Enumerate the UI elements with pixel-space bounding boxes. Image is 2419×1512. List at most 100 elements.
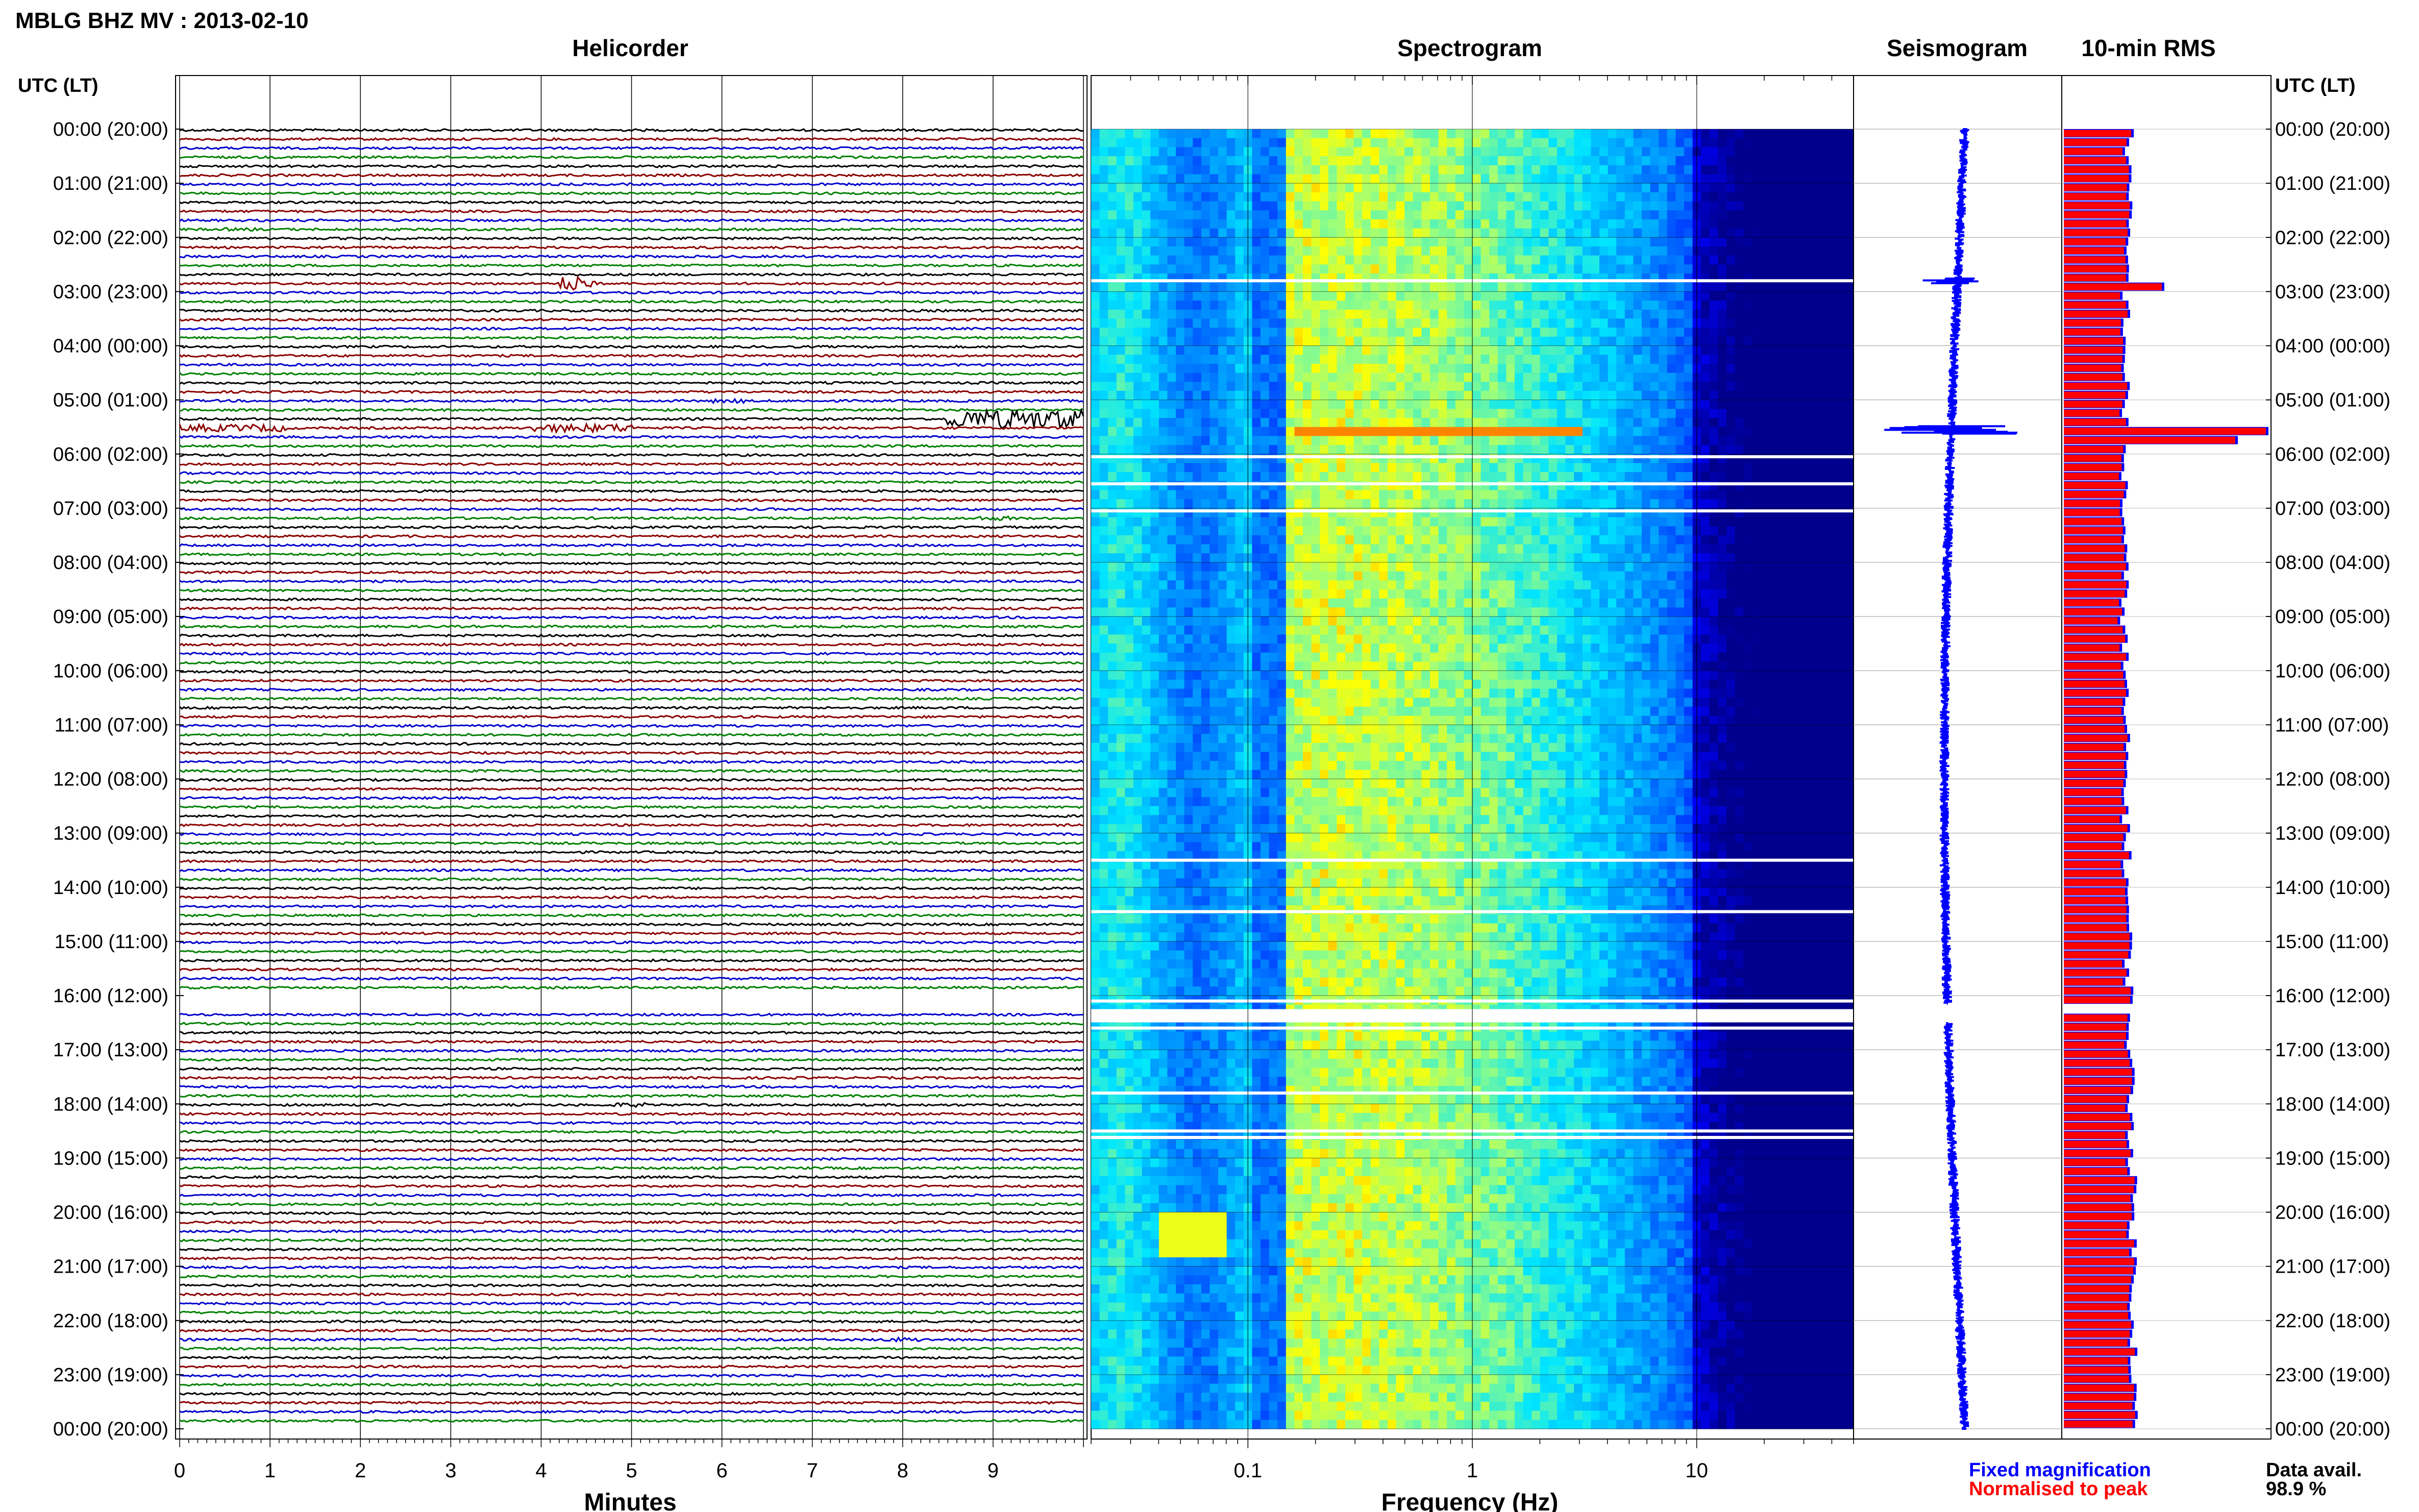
spectrogram-cell — [1176, 156, 1185, 166]
spectrogram-cell — [1158, 580, 1168, 590]
spectrogram-cell — [1320, 355, 1329, 364]
spectrogram-cell — [1362, 363, 1371, 374]
spectrogram-cell — [1116, 571, 1125, 581]
spectrogram-cell — [1718, 427, 1727, 436]
spectrogram-cell — [1489, 237, 1498, 247]
spectrogram-cell — [1193, 264, 1202, 274]
spectrogram-cell — [1277, 535, 1287, 545]
spectrogram-cell — [1786, 237, 1795, 247]
spectrogram-cell — [1599, 382, 1609, 391]
spectrogram-cell — [1158, 562, 1168, 572]
spectrogram-cell — [1133, 201, 1143, 211]
spectrogram-cell — [1591, 544, 1600, 554]
spectrogram-cell — [1565, 517, 1574, 527]
spectrogram-cell — [1803, 382, 1812, 391]
spectrogram-cell — [1743, 237, 1752, 247]
spectrogram-cell — [1201, 589, 1210, 599]
spectrogram-cell — [1286, 156, 1295, 166]
spectrogram-cell — [1396, 174, 1405, 184]
spectrogram-cell — [1557, 418, 1566, 428]
spectrogram-cell — [1261, 291, 1270, 301]
spectrogram-cell — [1803, 219, 1812, 229]
spectrogram-cell — [1311, 264, 1320, 274]
spectrogram-cell — [1328, 138, 1337, 147]
spectrogram-cell — [1176, 183, 1185, 193]
spectrogram-cell — [1218, 427, 1227, 436]
spectrogram-cell — [1184, 526, 1193, 536]
spectrogram-cell — [1184, 246, 1193, 256]
spectrogram-cell — [1497, 517, 1507, 527]
spectrogram-cell — [1277, 436, 1287, 445]
spectrogram-cell — [1388, 598, 1397, 608]
spectrogram-cell — [1574, 562, 1583, 572]
spectrogram-cell — [1337, 129, 1346, 139]
spectrogram-cell — [1252, 264, 1261, 274]
spectrogram-cell — [1421, 138, 1430, 147]
spectrogram-cell — [1294, 129, 1303, 139]
spectrogram-cell — [1718, 526, 1727, 536]
spectrogram-cell — [1125, 318, 1134, 328]
spectrogram-cell — [1624, 264, 1634, 274]
spectrogram-cell — [1261, 219, 1270, 229]
spectrogram-cell — [1769, 328, 1778, 337]
spectrogram-cell — [1472, 535, 1482, 545]
spectrogram-cell — [1548, 607, 1558, 617]
spectrogram-cell — [1261, 201, 1270, 211]
helicorder-trace — [179, 146, 1084, 151]
spectrogram-cell — [1803, 427, 1812, 436]
spectrogram-cell — [1624, 571, 1634, 581]
spectrogram-cell — [1455, 336, 1464, 346]
spectrogram-cell — [1523, 418, 1532, 428]
helicorder-trace — [179, 335, 1084, 340]
spectrogram-cell — [1735, 562, 1744, 572]
spectrogram-cell — [1464, 390, 1473, 401]
spectrogram-cell — [1235, 328, 1244, 337]
spectrogram-cell — [1642, 228, 1651, 238]
spectrogram-cell — [1616, 363, 1625, 374]
spectrogram-cell — [1184, 301, 1193, 310]
spectrogram-cell — [1430, 409, 1439, 418]
spectrogram-cell — [1582, 418, 1591, 428]
spectrogram-cell — [1650, 517, 1659, 527]
spectrogram-cell — [1328, 129, 1337, 139]
spectrogram-cell — [1108, 463, 1117, 473]
spectrogram-cell — [1726, 409, 1736, 418]
spectrogram-cell — [1506, 490, 1515, 500]
spectrogram-cell — [1845, 562, 1854, 572]
spectrogram-cell — [1769, 400, 1778, 409]
spectrogram-cell — [1353, 183, 1363, 193]
spectrogram-cell — [1786, 336, 1795, 346]
spectrogram-cell — [1786, 598, 1795, 608]
spectrogram-cell — [1362, 201, 1371, 211]
spectrogram-cell — [1532, 382, 1541, 391]
spectrogram-cell — [1667, 282, 1676, 292]
spectrogram-cell — [1193, 291, 1202, 301]
spectrogram-cell — [1582, 309, 1591, 319]
spectrogram-cell — [1777, 174, 1786, 184]
spectrogram-cell — [1845, 264, 1854, 274]
spectrogram-cell — [1659, 192, 1668, 202]
spectrogram-cell — [1497, 201, 1507, 211]
spectrogram-cell — [1447, 192, 1456, 202]
spectrogram-cell — [1760, 156, 1769, 166]
spectrogram-cell — [1184, 345, 1193, 355]
spectrogram-cell — [1675, 174, 1685, 184]
spectrogram-cell — [1709, 535, 1718, 545]
spectrogram-cell — [1388, 517, 1397, 527]
spectrogram-cell — [1726, 580, 1736, 590]
spectrogram-cell — [1845, 580, 1854, 590]
spectrogram-cell — [1803, 210, 1812, 220]
spectrogram-cell — [1599, 192, 1609, 202]
spectrogram-cell — [1565, 436, 1574, 445]
spectrogram-cell — [1633, 427, 1642, 436]
spectrogram-cell — [1743, 228, 1752, 238]
spectrogram-cell — [1743, 553, 1752, 563]
spectrogram-cell — [1142, 156, 1151, 166]
spectrogram-cell — [1659, 598, 1668, 608]
spectrogram-cell — [1353, 156, 1363, 166]
spectrogram-cell — [1133, 210, 1143, 220]
spectrogram-cell — [1176, 328, 1185, 337]
spectrogram-cell — [1353, 228, 1363, 238]
spectrogram-cell — [1726, 499, 1736, 509]
spectrogram-cell — [1751, 183, 1761, 193]
